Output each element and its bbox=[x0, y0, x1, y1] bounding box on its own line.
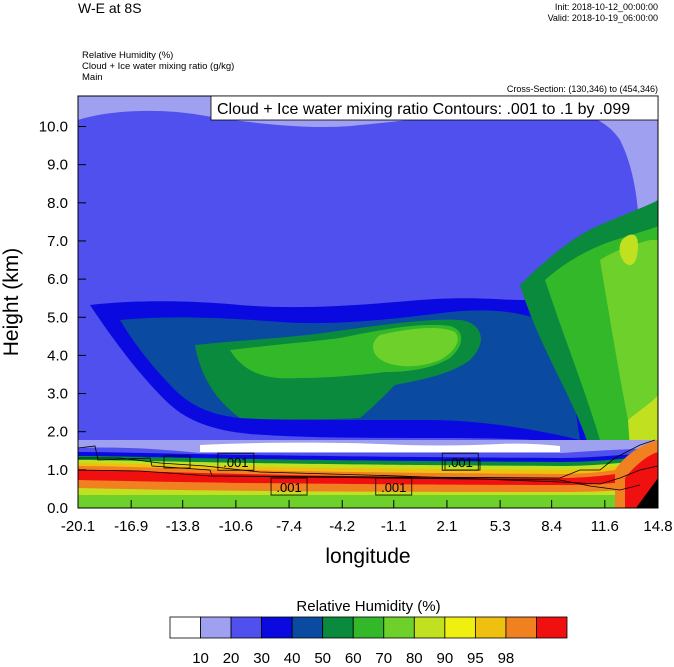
y-tick-label: 5.0 bbox=[47, 309, 68, 326]
colorbar: Relative Humidity (%) 10 20 30 40 50 60 70 80 90 9… bbox=[169, 598, 568, 667]
x-tick-label: -13.8 bbox=[166, 518, 200, 535]
y-tick-label: 1.0 bbox=[47, 462, 68, 479]
y-tick-label: 3.0 bbox=[47, 386, 68, 403]
colorbar-swatch bbox=[169, 616, 201, 639]
x-tick-label: 5.3 bbox=[490, 518, 511, 535]
y-tick-label: 10.0 bbox=[39, 119, 68, 136]
colorbar-swatch bbox=[505, 616, 537, 639]
rh-field bbox=[78, 96, 658, 508]
y-tick-label: 8.0 bbox=[47, 195, 68, 212]
colorbar-swatch bbox=[352, 616, 385, 639]
init-time: Init: 2018-10-12_00:00:00 bbox=[554, 2, 658, 12]
colorbar-level: 70 bbox=[375, 650, 392, 667]
field-label-rh: Relative Humidity (%) bbox=[82, 50, 174, 61]
colorbar-level: 20 bbox=[223, 650, 240, 667]
colorbar-swatch bbox=[261, 616, 293, 639]
colorbar-level: 10 bbox=[192, 650, 209, 667]
colorbar-level: 80 bbox=[406, 650, 423, 667]
x-tick-label: -16.9 bbox=[114, 518, 148, 535]
x-tick-label: -4.2 bbox=[329, 518, 355, 535]
contour-info-box: Cloud + Ice water mixing ratio Contours:… bbox=[210, 95, 659, 121]
y-tick-label: 4.0 bbox=[47, 347, 68, 364]
colorbar-swatch bbox=[322, 616, 354, 639]
contour-label: .001 bbox=[448, 455, 473, 470]
cloud-contours bbox=[78, 439, 658, 491]
field-label-main: Main bbox=[82, 72, 103, 83]
colorbar-level: 40 bbox=[284, 650, 301, 667]
colorbar-level: 30 bbox=[253, 650, 270, 667]
x-tick-label: 8.4 bbox=[541, 518, 562, 535]
x-tick-label: 2.1 bbox=[437, 518, 458, 535]
plot-title: W-E at 8S bbox=[78, 0, 142, 16]
colorbar-swatch bbox=[474, 616, 507, 639]
x-tick-label: -1.1 bbox=[381, 518, 407, 535]
colorbar-swatch bbox=[200, 616, 232, 639]
field-label-cloud: Cloud + Ice water mixing ratio (g/kg) bbox=[82, 61, 235, 72]
y-tick-label: 0.0 bbox=[47, 500, 68, 517]
y-tick-label: 9.0 bbox=[47, 157, 68, 174]
colorbar-level: 98 bbox=[498, 650, 515, 667]
contour-labels: .001 .001 .001 .001 bbox=[217, 452, 479, 496]
x-tick-label: -20.1 bbox=[61, 518, 95, 535]
colorbar-level: 60 bbox=[345, 650, 362, 667]
colorbar-title: Relative Humidity (%) bbox=[296, 598, 440, 615]
cross-section-label: Cross-Section: (130,346) to (454,346) bbox=[506, 84, 658, 94]
x-tick-label: 14.8 bbox=[643, 518, 672, 535]
colorbar-swatch bbox=[291, 616, 324, 639]
colorbar-swatch bbox=[444, 616, 476, 639]
valid-time: Valid: 2018-10-19_06:00:00 bbox=[547, 13, 658, 23]
x-tick-label: -10.6 bbox=[219, 518, 253, 535]
colorbar-level: 90 bbox=[437, 650, 454, 667]
colorbar-swatch bbox=[413, 616, 446, 639]
x-tick-label: -7.4 bbox=[276, 518, 302, 535]
contour-label: .001 bbox=[223, 455, 248, 470]
contour-info-text: Cloud + Ice water mixing ratio Contours:… bbox=[217, 101, 630, 118]
x-axis: -20.1 -16.9 -13.8 -10.6 -7.4 -4.2 -1.1 2.1 5.3 8.… bbox=[61, 500, 673, 535]
colorbar-swatch bbox=[383, 616, 415, 639]
y-axis-label: Height (km) bbox=[0, 248, 23, 357]
y-tick-label: 7.0 bbox=[47, 233, 68, 250]
colorbar-level: 95 bbox=[467, 650, 484, 667]
contour-label: .001 bbox=[276, 480, 301, 495]
contour-label-box bbox=[270, 477, 308, 496]
colorbar-swatch bbox=[230, 616, 263, 639]
y-tick-label: 6.0 bbox=[47, 271, 68, 288]
y-axis: 0.0 1.0 2.0 3.0 4.0 5.0 6.0 7.0 8.0 9.0 10.0 bbox=[39, 119, 86, 517]
colorbar-swatch bbox=[536, 616, 568, 639]
colorbar-level: 50 bbox=[314, 650, 331, 667]
x-axis-label: longitude bbox=[325, 545, 410, 568]
y-tick-label: 2.0 bbox=[47, 424, 68, 441]
contour-label-box bbox=[441, 452, 479, 471]
contour-label-box bbox=[217, 452, 255, 471]
contour-label-box bbox=[375, 477, 413, 496]
x-tick-label: 11.6 bbox=[591, 518, 619, 535]
contour-label: .001 bbox=[381, 480, 406, 495]
